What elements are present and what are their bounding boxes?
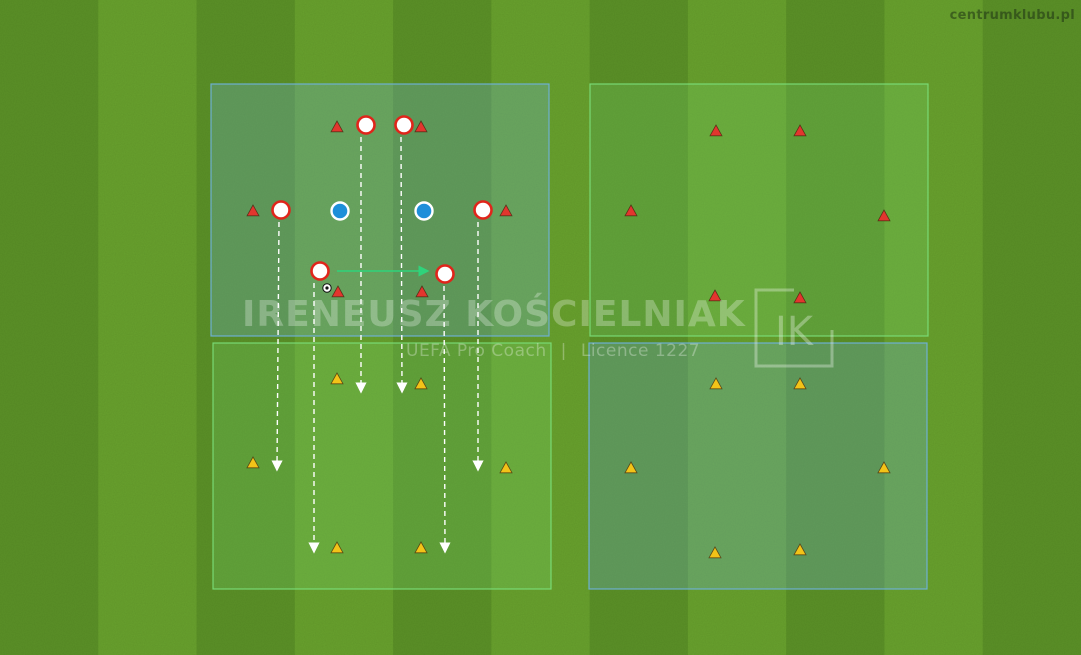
ball-icon-patch [325, 286, 329, 290]
yellow-cone [499, 461, 513, 474]
zone-bottom-left [212, 342, 552, 590]
attacker-player [271, 200, 291, 220]
run-arrows [271, 136, 484, 554]
players [271, 115, 493, 293]
cones [246, 120, 891, 559]
red-cone [414, 120, 428, 133]
attacker-player [435, 264, 455, 284]
yellow-cone [330, 541, 344, 554]
run-arrow [271, 221, 283, 472]
logo-frame [754, 288, 834, 368]
yellow-cone [793, 543, 807, 556]
attacker-player [310, 261, 330, 281]
red-cone [624, 204, 638, 217]
yellow-cone [709, 377, 723, 390]
red-cone [331, 285, 345, 298]
watermark-separator: | [560, 341, 567, 361]
attacker-player [394, 115, 414, 135]
attacker-player [473, 200, 493, 220]
red-cone [330, 120, 344, 133]
red-cone [877, 209, 891, 222]
defender-player [330, 201, 350, 221]
red-cone [415, 285, 429, 298]
watermark-title: UEFA Pro Coach [406, 341, 547, 361]
run-arrow [396, 136, 408, 394]
watermark-licence: Licence 1227 [580, 341, 701, 361]
red-cone [246, 204, 260, 217]
red-cone [708, 289, 722, 302]
red-cone [793, 124, 807, 137]
red-cone [793, 291, 807, 304]
red-cone [709, 124, 723, 137]
yellow-cone [414, 541, 428, 554]
yellow-cone [624, 461, 638, 474]
defender-player [414, 201, 434, 221]
yellow-cone [246, 456, 260, 469]
attacker-player [356, 115, 376, 135]
red-cone [499, 204, 513, 217]
yellow-cone [793, 377, 807, 390]
site-label[interactable]: centrumklubu.pl [949, 8, 1075, 23]
yellow-cone [414, 377, 428, 390]
coach-logo: IK [754, 288, 834, 368]
yellow-cone [330, 372, 344, 385]
yellow-cone [877, 461, 891, 474]
yellow-cone [708, 546, 722, 559]
training-zones [210, 83, 929, 590]
run-arrow [439, 285, 451, 554]
watermark-name: IRENEUSZ KOŚCIELNIAK [242, 294, 746, 335]
logo-letters: IK [775, 309, 815, 355]
zone-top-right [589, 83, 929, 337]
watermark-subtitle: UEFA Pro Coach | Licence 1227 [406, 341, 700, 361]
zone-bottom-right [588, 342, 928, 590]
